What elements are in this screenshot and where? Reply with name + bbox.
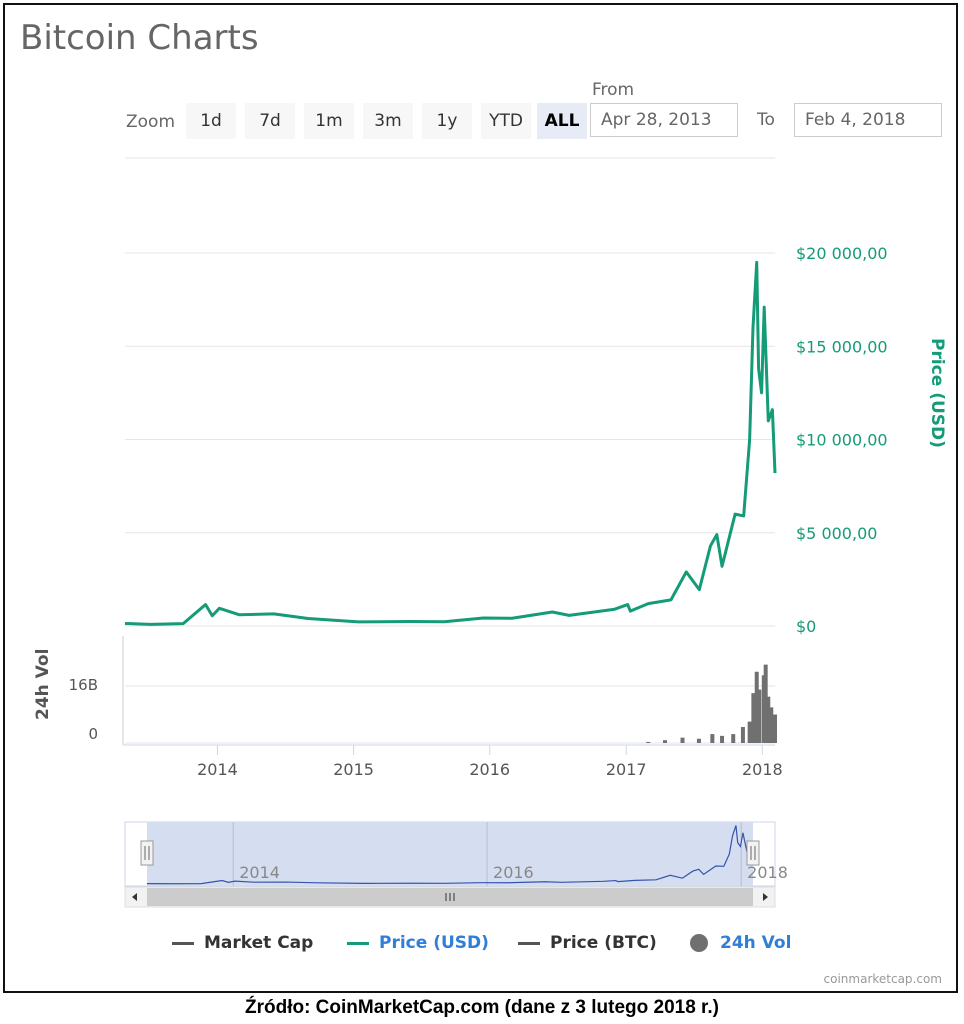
from-label: From xyxy=(592,80,635,100)
x-tick-label: 2018 xyxy=(742,760,783,779)
volume-bar xyxy=(766,696,771,743)
price-tick-label: $15 000,00 xyxy=(796,337,888,356)
volume-bar xyxy=(747,721,752,743)
legend-label: Price (USD) xyxy=(379,933,489,953)
legend-line-icon xyxy=(518,941,540,945)
x-tick-label: 2014 xyxy=(197,760,238,779)
legend-price-usd[interactable]: Price (USD) xyxy=(347,933,489,953)
source-caption: Źródło: CoinMarketCap.com (dane z 3 lute… xyxy=(244,997,720,1018)
handle-grip-icon xyxy=(750,846,756,860)
zoom-1d-button[interactable]: 1d xyxy=(186,103,236,139)
legend-line-icon xyxy=(347,941,369,945)
legend-market-cap[interactable]: Market Cap xyxy=(172,933,313,953)
price-series-line xyxy=(124,260,777,626)
legend-24h-vol[interactable]: 24h Vol xyxy=(690,933,791,953)
zoom-label: Zoom xyxy=(126,112,176,132)
volume-bar xyxy=(763,664,768,743)
legend-label: Market Cap xyxy=(204,933,314,953)
volume-axis-label: 24h Vol xyxy=(33,649,53,720)
from-date-input[interactable]: Apr 28, 2013 xyxy=(590,103,738,137)
to-date-input[interactable]: Feb 4, 2018 xyxy=(794,103,942,137)
volume-bar xyxy=(751,693,756,743)
volume-bar xyxy=(710,734,715,743)
volume-bar xyxy=(754,671,759,743)
credit-link[interactable]: coinmarketcap.com xyxy=(823,972,942,986)
x-tick-label: 2016 xyxy=(469,760,510,779)
scrollbar-grip-icon xyxy=(445,893,455,901)
legend-line-icon xyxy=(172,941,194,945)
zoom-7d-button[interactable]: 7d xyxy=(245,103,295,139)
legend-label: Price (BTC) xyxy=(550,933,657,953)
navigator-mask[interactable] xyxy=(147,822,753,886)
navigator-left-handle[interactable] xyxy=(140,840,154,866)
volume-tick-label: 0 xyxy=(88,725,98,743)
volume-bar xyxy=(696,738,701,743)
price-chart: $0 $5 000,00 $10 000,00 $15 000,00 $20 000,0… xyxy=(33,157,947,908)
legend-price-btc[interactable]: Price (BTC) xyxy=(518,933,657,953)
volume-bar xyxy=(662,740,667,743)
navigator-tick-label: 2018 xyxy=(747,863,788,882)
volume-bar xyxy=(646,741,651,743)
volume-tick-label: 16B xyxy=(69,676,98,694)
price-tick-label: $5 000,00 xyxy=(796,524,877,543)
zoom-1y-button[interactable]: 1y xyxy=(422,103,472,139)
zoom-3m-button[interactable]: 3m xyxy=(363,103,413,139)
volume-bar xyxy=(757,689,762,743)
volume-bar xyxy=(740,726,745,743)
navigator-tick-label: 2014 xyxy=(239,863,280,882)
scroll-right-icon[interactable] xyxy=(763,893,768,901)
price-tick-label: $20 000,00 xyxy=(796,244,888,263)
handle-grip-icon xyxy=(144,846,150,860)
navigator-right-handle[interactable] xyxy=(746,840,760,866)
chart-frame xyxy=(3,3,958,993)
x-tick-label: 2017 xyxy=(606,760,647,779)
zoom-all-button[interactable]: ALL xyxy=(537,103,587,139)
x-tick-label: 2015 xyxy=(333,760,374,779)
navigator-series xyxy=(146,825,754,885)
price-tick-label: $10 000,00 xyxy=(796,431,888,450)
volume-bar xyxy=(680,737,685,743)
legend-dot-icon xyxy=(690,934,708,952)
zoom-ytd-button[interactable]: YTD xyxy=(481,103,531,139)
volume-bar xyxy=(720,735,725,743)
volume-bar xyxy=(773,714,777,743)
volume-bar xyxy=(769,707,774,743)
volume-bar xyxy=(731,734,736,743)
page-title: Bitcoin Charts xyxy=(20,18,259,58)
scroll-left-icon[interactable] xyxy=(132,893,137,901)
zoom-1m-button[interactable]: 1m xyxy=(304,103,354,139)
price-tick-label: $0 xyxy=(796,617,816,636)
to-label: To xyxy=(757,110,775,130)
legend-label: 24h Vol xyxy=(720,933,792,953)
price-axis-label: Price (USD) xyxy=(927,338,947,448)
navigator-tick-label: 2016 xyxy=(493,863,534,882)
